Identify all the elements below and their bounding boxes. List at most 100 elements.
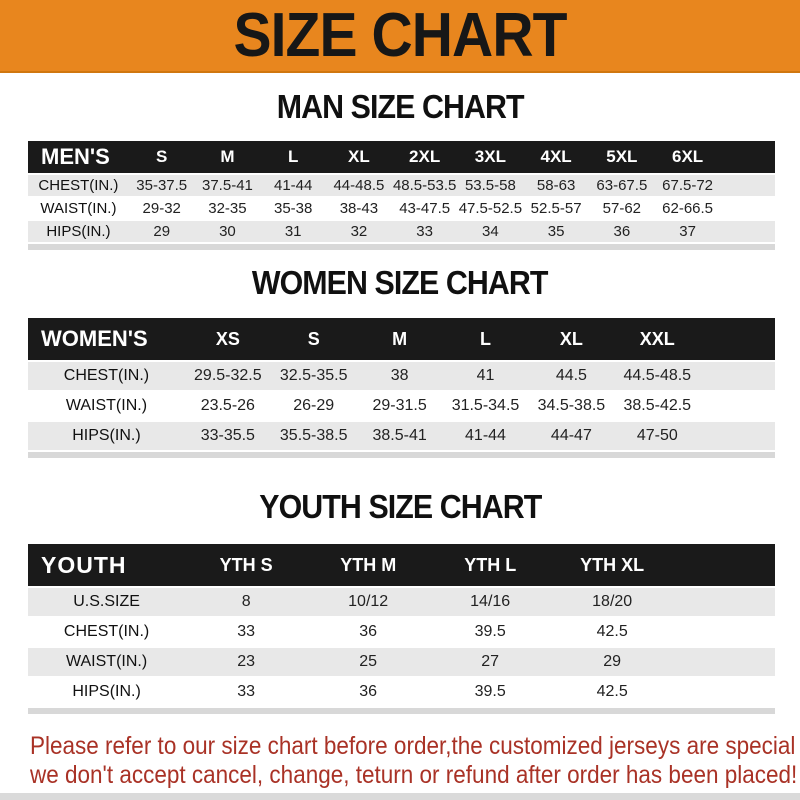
- size-value-cell: 44-48.5: [326, 175, 392, 196]
- disclaimer-line-1: Please refer to our size chart before or…: [30, 732, 800, 760]
- row-filler-cell: [700, 392, 775, 420]
- size-value-cell: 36: [588, 221, 655, 242]
- size-value-cell: 34: [457, 221, 524, 242]
- size-value-cell: 30: [194, 221, 261, 242]
- size-value-cell: 29.5-32.5: [184, 362, 271, 390]
- banner-title: SIZE CHART: [233, 0, 567, 70]
- section-title: MAN SIZE CHART: [276, 88, 525, 125]
- size-value-cell: 29: [128, 221, 195, 242]
- size-value-cell: 29-32: [128, 198, 195, 219]
- size-value-cell: 58-63: [523, 175, 589, 196]
- size-column-header: L: [260, 141, 327, 173]
- size-chart-section-2: YOUTH SIZE CHART YOUTH YTH S YTH M YTH L YTH …: [0, 490, 800, 714]
- row-label: CHEST(IN.): [28, 362, 185, 390]
- size-column-header: L: [442, 318, 529, 360]
- header-filler-cell: [673, 544, 775, 586]
- row-label: WAIST(IN.): [28, 392, 185, 420]
- row-filler-cell: [700, 422, 775, 450]
- table-header-row: YOUTH YTH S YTH M YTH L YTH XL: [28, 544, 775, 586]
- size-chart-section-1: WOMEN SIZE CHART WOMEN'S XS S M L XL XXL CHEST(I…: [0, 266, 800, 458]
- size-value-cell: 38-43: [326, 198, 392, 219]
- table-bottom-shadow: [28, 244, 775, 250]
- row-label: U.S.SIZE: [28, 588, 186, 616]
- size-value-cell: 62-66.5: [654, 198, 721, 219]
- table-row: HIPS(IN.) 33-35.5 35.5-38.5 38.5-41 41-44 44-…: [28, 422, 775, 450]
- size-value-cell: 41-44: [260, 175, 327, 196]
- table-group-label: YOUTH: [28, 544, 186, 586]
- size-column-header: 6XL: [654, 141, 721, 173]
- size-value-cell: 38: [356, 362, 443, 390]
- size-value-cell: 25: [307, 648, 430, 676]
- size-value-cell: 33: [185, 678, 308, 706]
- size-column-header: 3XL: [457, 141, 524, 173]
- size-value-cell: 42.5: [551, 678, 674, 706]
- size-column-header: XXL: [614, 318, 701, 360]
- size-value-cell: 39.5: [429, 678, 552, 706]
- row-filler-cell: [673, 618, 775, 646]
- size-value-cell: 63-67.5: [588, 175, 655, 196]
- size-value-cell: 32.5-35.5: [270, 362, 357, 390]
- row-filler-cell: [720, 221, 775, 242]
- size-value-cell: 42.5: [551, 618, 674, 646]
- size-value-cell: 35.5-38.5: [270, 422, 357, 450]
- size-value-cell: 23.5-26: [184, 392, 271, 420]
- size-value-cell: 10/12: [307, 588, 430, 616]
- row-filler-cell: [720, 175, 775, 196]
- size-value-cell: 38.5-41: [356, 422, 443, 450]
- size-column-header: XL: [528, 318, 615, 360]
- size-value-cell: 44.5-48.5: [614, 362, 701, 390]
- size-value-cell: 57-62: [588, 198, 655, 219]
- header-filler-cell: [700, 318, 775, 360]
- size-column-header: YTH XL: [551, 544, 674, 586]
- size-value-cell: 26-29: [270, 392, 357, 420]
- table-row: CHEST(IN.) 29.5-32.5 32.5-35.5 38 41 44.5 44.5…: [28, 362, 775, 390]
- table-row: WAIST(IN.) 29-32 32-35 35-38 38-43 43-47.5 47.…: [28, 198, 775, 219]
- row-filler-cell: [720, 198, 775, 219]
- row-label: WAIST(IN.): [28, 648, 186, 676]
- size-value-cell: 35: [523, 221, 589, 242]
- row-filler-cell: [673, 588, 775, 616]
- size-value-cell: 23: [185, 648, 308, 676]
- table-header-row: WOMEN'S XS S M L XL XXL: [28, 318, 775, 360]
- size-value-cell: 36: [307, 678, 430, 706]
- size-value-cell: 33: [391, 221, 458, 242]
- table-group-label: WOMEN'S: [28, 318, 185, 360]
- table-row: HIPS(IN.) 33 36 39.5 42.5: [28, 678, 775, 706]
- size-column-header: M: [356, 318, 443, 360]
- row-filler-cell: [673, 648, 775, 676]
- size-table-wrap: YOUTH YTH S YTH M YTH L YTH XL U.S.SIZE 8 10/12…: [28, 542, 775, 714]
- bottom-border-strip: [0, 793, 800, 800]
- table-row: HIPS(IN.) 29 30 31 32 33 34 35 36 37: [28, 221, 775, 242]
- size-value-cell: 27: [429, 648, 552, 676]
- size-value-cell: 35-38: [260, 198, 327, 219]
- size-column-header: YTH S: [185, 544, 308, 586]
- size-column-header: YTH M: [307, 544, 430, 586]
- size-table-wrap: MEN'S S M L XL 2XL 3XL 4XL 5XL 6XL CHEST(IN.) 35-37…: [28, 139, 775, 250]
- table-row: CHEST(IN.) 33 36 39.5 42.5: [28, 618, 775, 646]
- size-column-header: 5XL: [588, 141, 655, 173]
- table-row: U.S.SIZE 8 10/12 14/16 18/20: [28, 588, 775, 616]
- size-value-cell: 35-37.5: [128, 175, 195, 196]
- section-title: WOMEN SIZE CHART: [252, 264, 549, 301]
- size-value-cell: 18/20: [551, 588, 674, 616]
- table-row: CHEST(IN.) 35-37.5 37.5-41 41-44 44-48.5 48.5…: [28, 175, 775, 196]
- row-label: CHEST(IN.): [28, 618, 186, 646]
- row-label: WAIST(IN.): [28, 198, 129, 219]
- size-column-header: 4XL: [523, 141, 589, 173]
- size-value-cell: 33-35.5: [184, 422, 271, 450]
- table-row: WAIST(IN.) 23.5-26 26-29 29-31.5 31.5-34.5 34…: [28, 392, 775, 420]
- size-value-cell: 8: [185, 588, 308, 616]
- size-column-header: S: [270, 318, 357, 360]
- size-table: YOUTH YTH S YTH M YTH L YTH XL U.S.SIZE 8 10/12…: [28, 542, 775, 708]
- table-group-label: MEN'S: [28, 141, 129, 173]
- size-value-cell: 48.5-53.5: [391, 175, 458, 196]
- size-value-cell: 36: [307, 618, 430, 646]
- disclaimer-text: Please refer to our size chart before or…: [30, 732, 800, 790]
- size-chart-section-0: MAN SIZE CHART MEN'S S M L XL 2XL 3XL 4XL 5XL 6XL C…: [0, 90, 800, 250]
- size-value-cell: 38.5-42.5: [614, 392, 701, 420]
- size-value-cell: 33: [185, 618, 308, 646]
- size-value-cell: 44-47: [528, 422, 615, 450]
- table-bottom-shadow: [28, 452, 775, 458]
- size-value-cell: 37.5-41: [194, 175, 261, 196]
- size-value-cell: 14/16: [429, 588, 552, 616]
